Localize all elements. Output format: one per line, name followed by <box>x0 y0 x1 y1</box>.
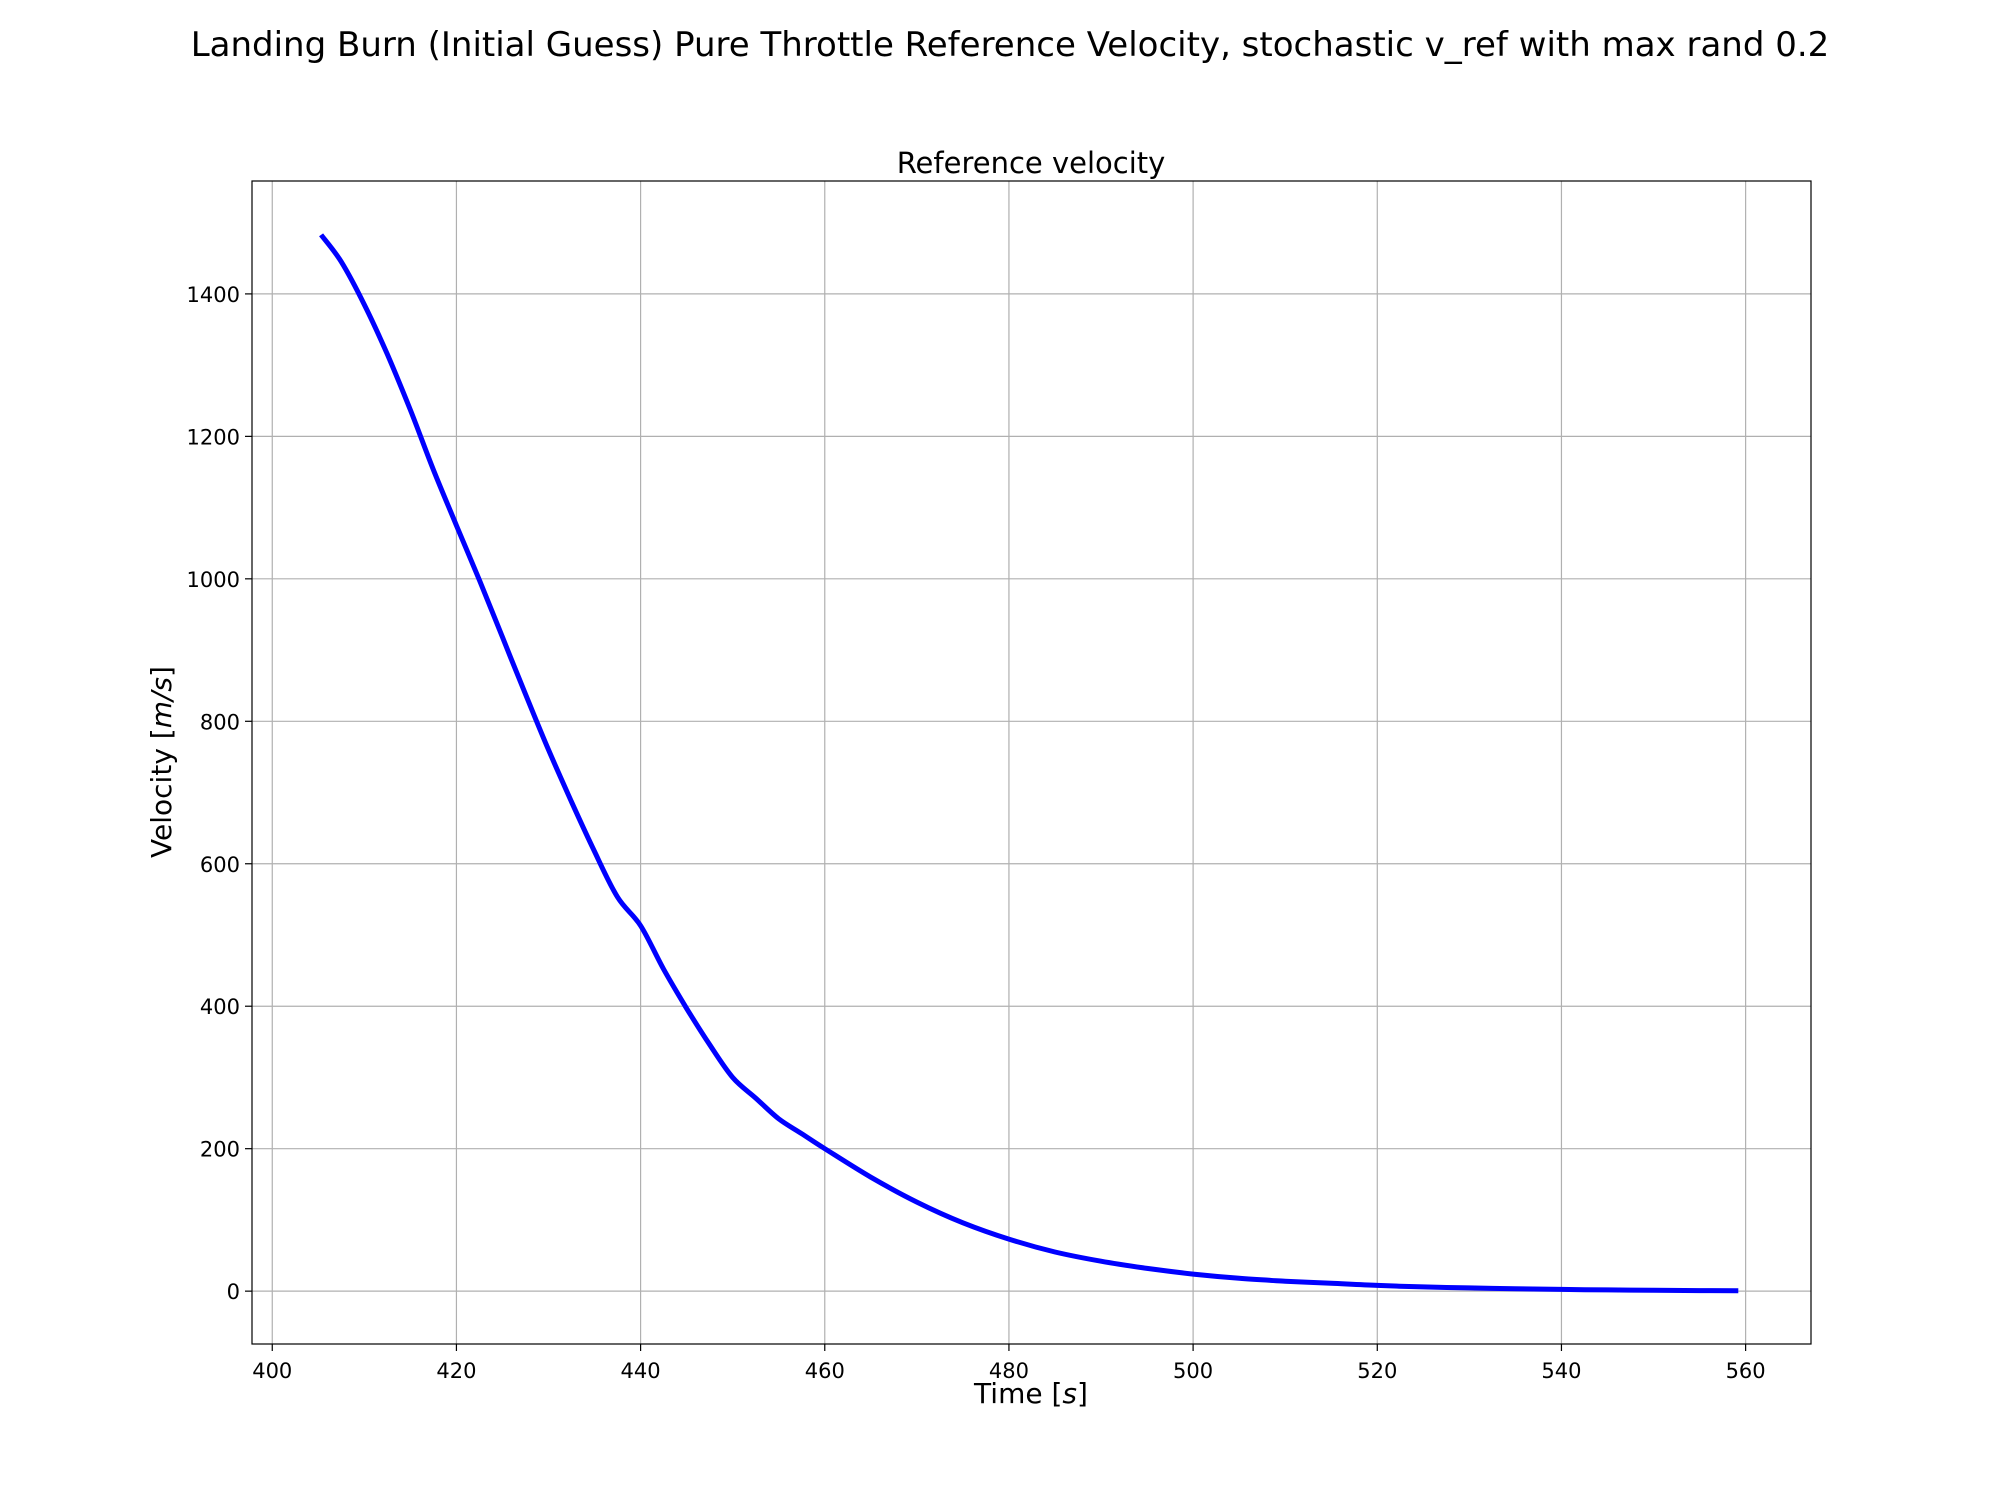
y-tick-label: 0 <box>227 1280 240 1304</box>
x-tick-label: 400 <box>252 1359 292 1383</box>
x-tick-label: 560 <box>1726 1359 1766 1383</box>
series-line-reference-velocity <box>319 233 1739 1294</box>
plot-frame <box>251 180 1812 1345</box>
x-tick-label: 460 <box>805 1359 845 1383</box>
y-tick-label: 600 <box>200 853 240 877</box>
x-tick-label: 480 <box>989 1359 1029 1383</box>
x-axis-label-unit: s <box>1062 1377 1077 1410</box>
y-tick-label: 1400 <box>187 283 240 307</box>
y-tick-label: 400 <box>200 995 240 1019</box>
axis-ticks: 400 420 440 460 480 500 520 540 560 0 200 400 600 800… <box>187 283 1766 1383</box>
y-axis-label-unit: m/s <box>145 677 178 728</box>
figure-suptitle: Landing Burn (Initial Guess) Pure Thrott… <box>191 25 1830 65</box>
x-tick-label: 500 <box>1173 1359 1213 1383</box>
y-tick-label: 200 <box>200 1138 240 1162</box>
y-axis-label-text: Velocity [ <box>145 728 178 858</box>
x-tick-label: 520 <box>1357 1359 1397 1383</box>
x-axis-label-close: ] <box>1077 1377 1088 1410</box>
x-tick-label: 540 <box>1541 1359 1581 1383</box>
y-axis-label: Velocity [m/s] <box>145 666 178 858</box>
x-tick-label: 420 <box>436 1359 476 1383</box>
y-axis-label-close: ] <box>145 666 178 677</box>
x-axis-label: Time [s] <box>973 1377 1088 1410</box>
y-tick-label: 800 <box>200 710 240 734</box>
axes-title: Reference velocity <box>897 146 1166 180</box>
y-tick-label: 1000 <box>187 568 240 592</box>
y-tick-label: 1200 <box>187 425 240 449</box>
x-tick-label: 440 <box>621 1359 661 1383</box>
grid <box>252 181 1811 1344</box>
x-axis-label-text: Time [ <box>973 1377 1062 1410</box>
